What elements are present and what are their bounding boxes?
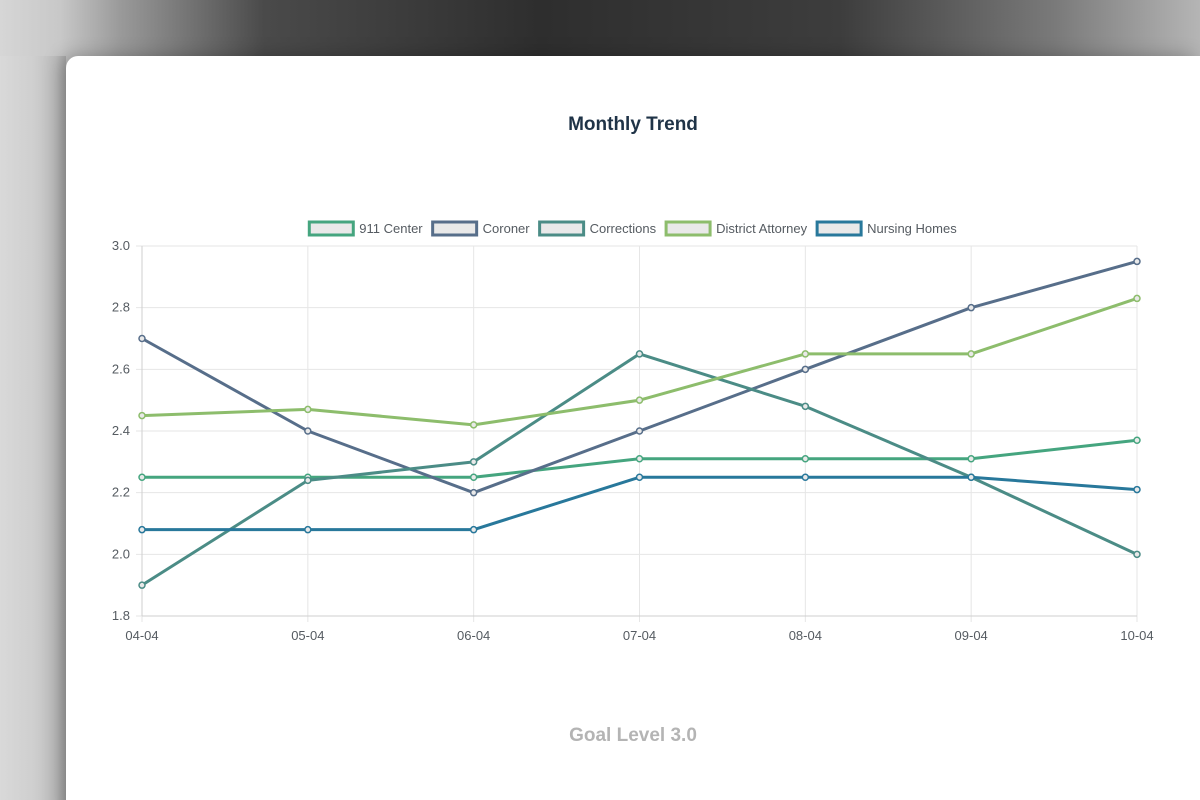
data-point-coroner	[469, 488, 478, 497]
legend-label: District Attorney	[716, 221, 808, 236]
legend-item-coroner[interactable]: Coroner	[431, 220, 531, 237]
data-point-coroner	[967, 303, 975, 312]
legend-swatch	[307, 220, 355, 237]
data-point-911-center	[469, 473, 478, 481]
chart-legend: 911 Center Coroner Corrections District Att…	[307, 220, 957, 237]
x-tick-label: 10-04	[1120, 628, 1153, 643]
data-point-nursing-homes	[967, 473, 975, 481]
legend-label: Nursing Homes	[867, 221, 957, 236]
chart-ticks: 3.0 2.8 2.6 2.4 2.2 2.0 1.8 04-04 05-04 06-04 07-0…	[112, 238, 1154, 643]
legend-item-nursing-homes[interactable]: Nursing Homes	[815, 220, 957, 237]
y-tick-label: 2.2	[112, 485, 130, 500]
legend-item-corrections[interactable]: Corrections	[538, 220, 657, 237]
x-tick-label: 06-04	[457, 628, 490, 643]
y-tick-label: 2.6	[112, 361, 130, 376]
chart-title: Monthly Trend	[568, 114, 698, 135]
data-point-911-center	[967, 455, 975, 463]
data-point-911-center	[1133, 436, 1141, 444]
chart-axes	[141, 246, 1137, 617]
chart-series	[138, 257, 1141, 589]
x-tick-label: 08-04	[789, 628, 822, 643]
data-point-nursing-homes	[801, 473, 810, 481]
legend-label: 911 Center	[359, 221, 423, 236]
data-point-nursing-homes	[304, 525, 312, 534]
data-point-nursing-homes	[635, 473, 644, 481]
y-tick-label: 2.4	[112, 423, 130, 438]
data-point-district-attorney	[801, 350, 810, 358]
legend-label: Corrections	[590, 221, 657, 236]
data-point-911-center	[138, 473, 146, 481]
data-point-district-attorney	[967, 350, 975, 358]
legend-item-district-attorney[interactable]: District Attorney	[664, 220, 808, 237]
data-point-coroner	[801, 365, 810, 374]
x-tick-label: 09-04	[955, 628, 988, 643]
legend-swatch	[431, 220, 479, 237]
data-point-nursing-homes	[1133, 485, 1141, 494]
data-point-corrections	[469, 458, 478, 466]
y-tick-label: 2.8	[112, 300, 130, 315]
legend-swatch	[815, 220, 863, 237]
data-point-911-center	[635, 455, 644, 463]
x-tick-label: 05-04	[291, 628, 324, 643]
legend-swatch	[664, 220, 712, 237]
chart-card: Monthly Trend 3.0 2.8 2.6 2.4 2.2 2.0 1.8 04-04…	[66, 56, 1200, 800]
data-point-district-attorney	[635, 396, 644, 404]
data-point-coroner	[635, 427, 644, 435]
y-tick-label: 2.0	[112, 546, 130, 561]
data-point-coroner	[304, 427, 312, 435]
data-point-911-center	[801, 455, 810, 463]
data-point-district-attorney	[304, 405, 312, 414]
background-shade	[0, 56, 66, 800]
data-point-district-attorney	[138, 411, 146, 420]
legend-swatch	[538, 220, 586, 237]
data-point-corrections	[138, 581, 146, 589]
data-point-corrections	[304, 476, 312, 485]
data-point-corrections	[1133, 550, 1141, 559]
x-tick-label: 07-04	[623, 628, 656, 643]
data-point-nursing-homes	[138, 525, 146, 534]
goal-level-label: Goal Level 3.0	[569, 725, 697, 746]
y-tick-label: 1.8	[112, 608, 130, 623]
data-point-district-attorney	[469, 421, 478, 429]
data-point-corrections	[635, 350, 644, 358]
legend-label: Coroner	[483, 221, 531, 236]
legend-item-911-center[interactable]: 911 Center	[307, 220, 423, 237]
data-point-coroner	[138, 334, 146, 343]
data-point-corrections	[801, 402, 810, 411]
data-point-nursing-homes	[469, 525, 478, 534]
y-tick-label: 3.0	[112, 238, 130, 253]
data-point-district-attorney	[1133, 294, 1141, 303]
x-tick-label: 04-04	[125, 628, 158, 643]
line-chart: 3.0 2.8 2.6 2.4 2.2 2.0 1.8 04-04 05-04 06-04 07-0…	[112, 220, 1154, 643]
data-point-coroner	[1133, 257, 1141, 266]
